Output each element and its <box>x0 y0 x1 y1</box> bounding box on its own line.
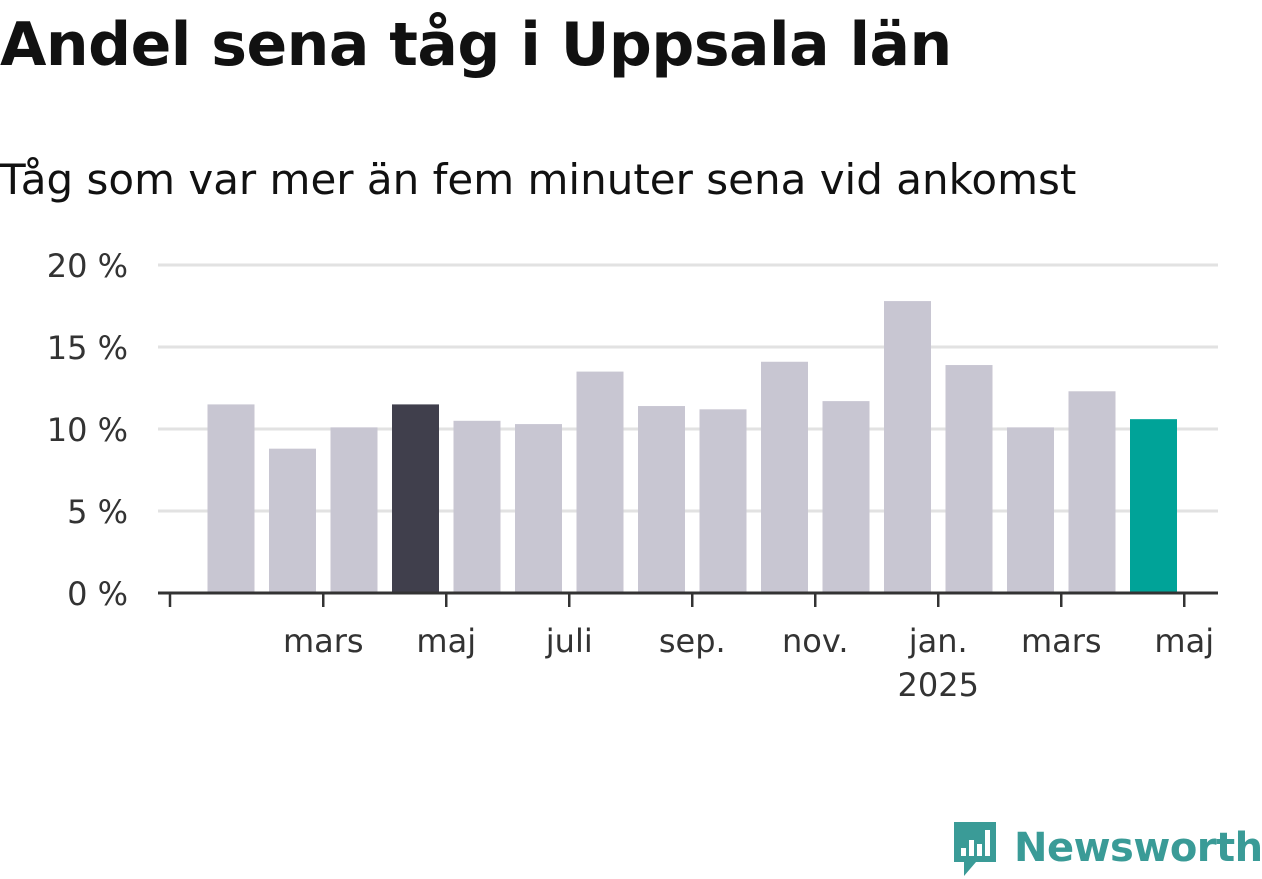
x-tick-label: sep. <box>659 622 726 660</box>
y-tick-label: 20 % <box>47 247 128 285</box>
bar-2024-07 <box>576 371 624 593</box>
logo-text: Newsworthy <box>1014 825 1262 871</box>
newsworthy-logo: Newsworthy <box>950 818 1262 878</box>
x-axis-ticks: mars maj juli sep. nov. jan. 2025 mars maj <box>168 593 1214 704</box>
bar-2024-08 <box>638 406 685 593</box>
y-tick-label: 10 % <box>47 411 128 449</box>
bars <box>207 301 1177 593</box>
bar-2024-06 <box>515 424 562 593</box>
x-tick-label: maj <box>416 622 476 660</box>
x-tick-label: juli <box>545 622 593 660</box>
x-tick-label: jan. <box>908 622 968 660</box>
bar-2024-05 <box>453 420 501 593</box>
bar-2024-10 <box>761 361 808 593</box>
y-tick-label: 5 % <box>67 493 128 531</box>
y-axis-ticks: 0 % 5 % 10 % 15 % 20 % <box>47 247 128 613</box>
gridlines <box>158 263 1218 513</box>
bar-2025-02 <box>1007 427 1054 593</box>
bar-2024-11 <box>822 401 870 593</box>
bar-2024-09 <box>699 409 747 593</box>
bar-2024-04 <box>392 404 439 593</box>
newsworthy-chart-icon <box>954 822 996 876</box>
y-tick-label: 0 % <box>67 575 128 613</box>
bar-2024-01 <box>207 404 255 593</box>
bar-2024-03 <box>330 427 378 593</box>
bar-2024-02 <box>269 448 316 593</box>
x-tick-label: nov. <box>782 622 848 660</box>
chart-title: Andel sena tåg i Uppsala län <box>0 10 952 80</box>
chart-subtitle: Tåg som var mer än fem minuter sena vid … <box>0 155 1077 204</box>
bar-2025-01 <box>945 365 993 593</box>
bar-2025-03 <box>1068 391 1116 593</box>
x-tick-label: maj <box>1154 622 1214 660</box>
y-tick-label: 15 % <box>47 329 128 367</box>
bar-2024-12 <box>884 301 931 593</box>
x-tick-year-label: 2025 <box>898 666 979 704</box>
x-tick-label: mars <box>283 622 364 660</box>
bar-2025-04 <box>1130 419 1177 593</box>
x-tick-label: mars <box>1021 622 1102 660</box>
